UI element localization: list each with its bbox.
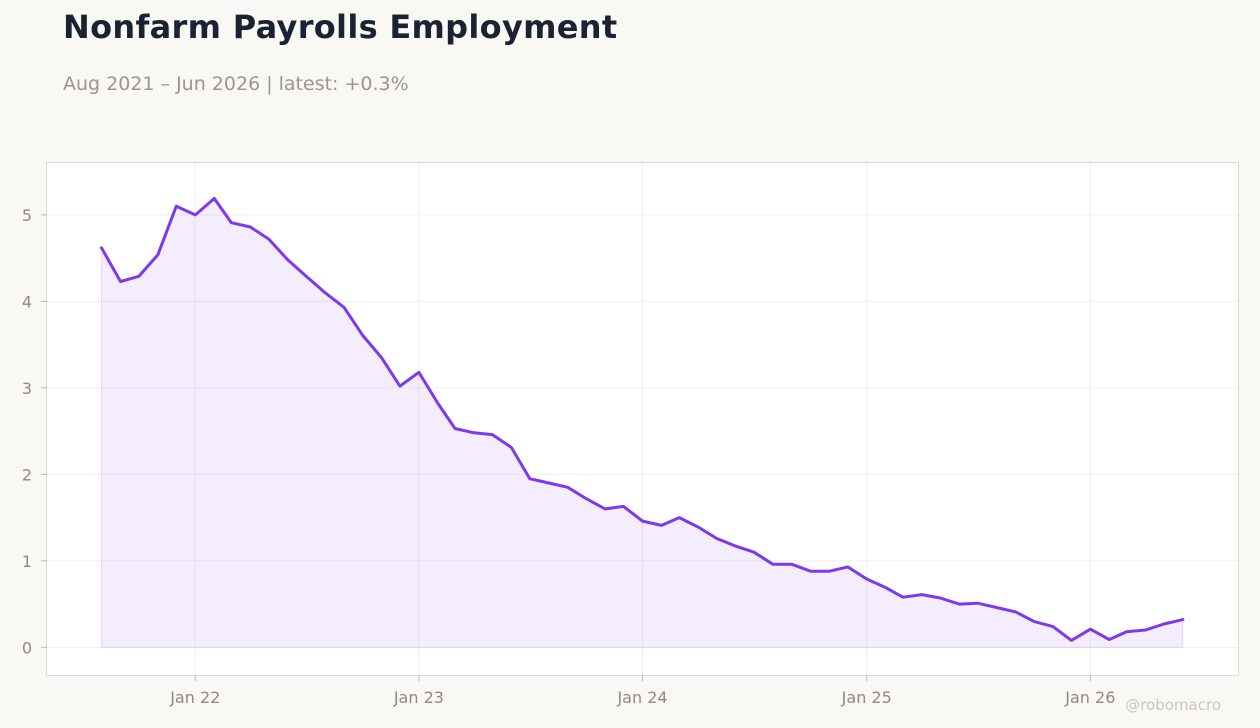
- y-tick-label: 2: [22, 465, 32, 484]
- y-tick-label: 3: [22, 379, 32, 398]
- chart-subtitle: Aug 2021 – Jun 2026 | latest: +0.3%: [63, 73, 409, 95]
- x-tick-label: Jan 25: [841, 688, 892, 707]
- series-group: [100, 197, 1185, 648]
- series-line: [100, 197, 1185, 642]
- grid-lines: [47, 163, 1238, 675]
- watermark: @robomacro: [1125, 696, 1221, 714]
- y-tick-label: 1: [22, 552, 32, 571]
- y-axis: 0 1 2 3 4 5: [22, 206, 47, 657]
- chart-title: Nonfarm Payrolls Employment: [63, 8, 618, 46]
- x-tick-label: Jan 23: [393, 688, 444, 707]
- x-tick-label: Jan 22: [169, 688, 220, 707]
- y-tick-label: 5: [22, 206, 32, 225]
- x-tick-label: Jan 24: [616, 688, 667, 707]
- y-tick-label: 4: [22, 292, 32, 311]
- x-tick-label: Jan 26: [1064, 688, 1115, 707]
- x-axis: Jan 22 Jan 23 Jan 24 Jan 25 Jan 26: [169, 675, 1115, 707]
- y-tick-label: 0: [22, 638, 32, 657]
